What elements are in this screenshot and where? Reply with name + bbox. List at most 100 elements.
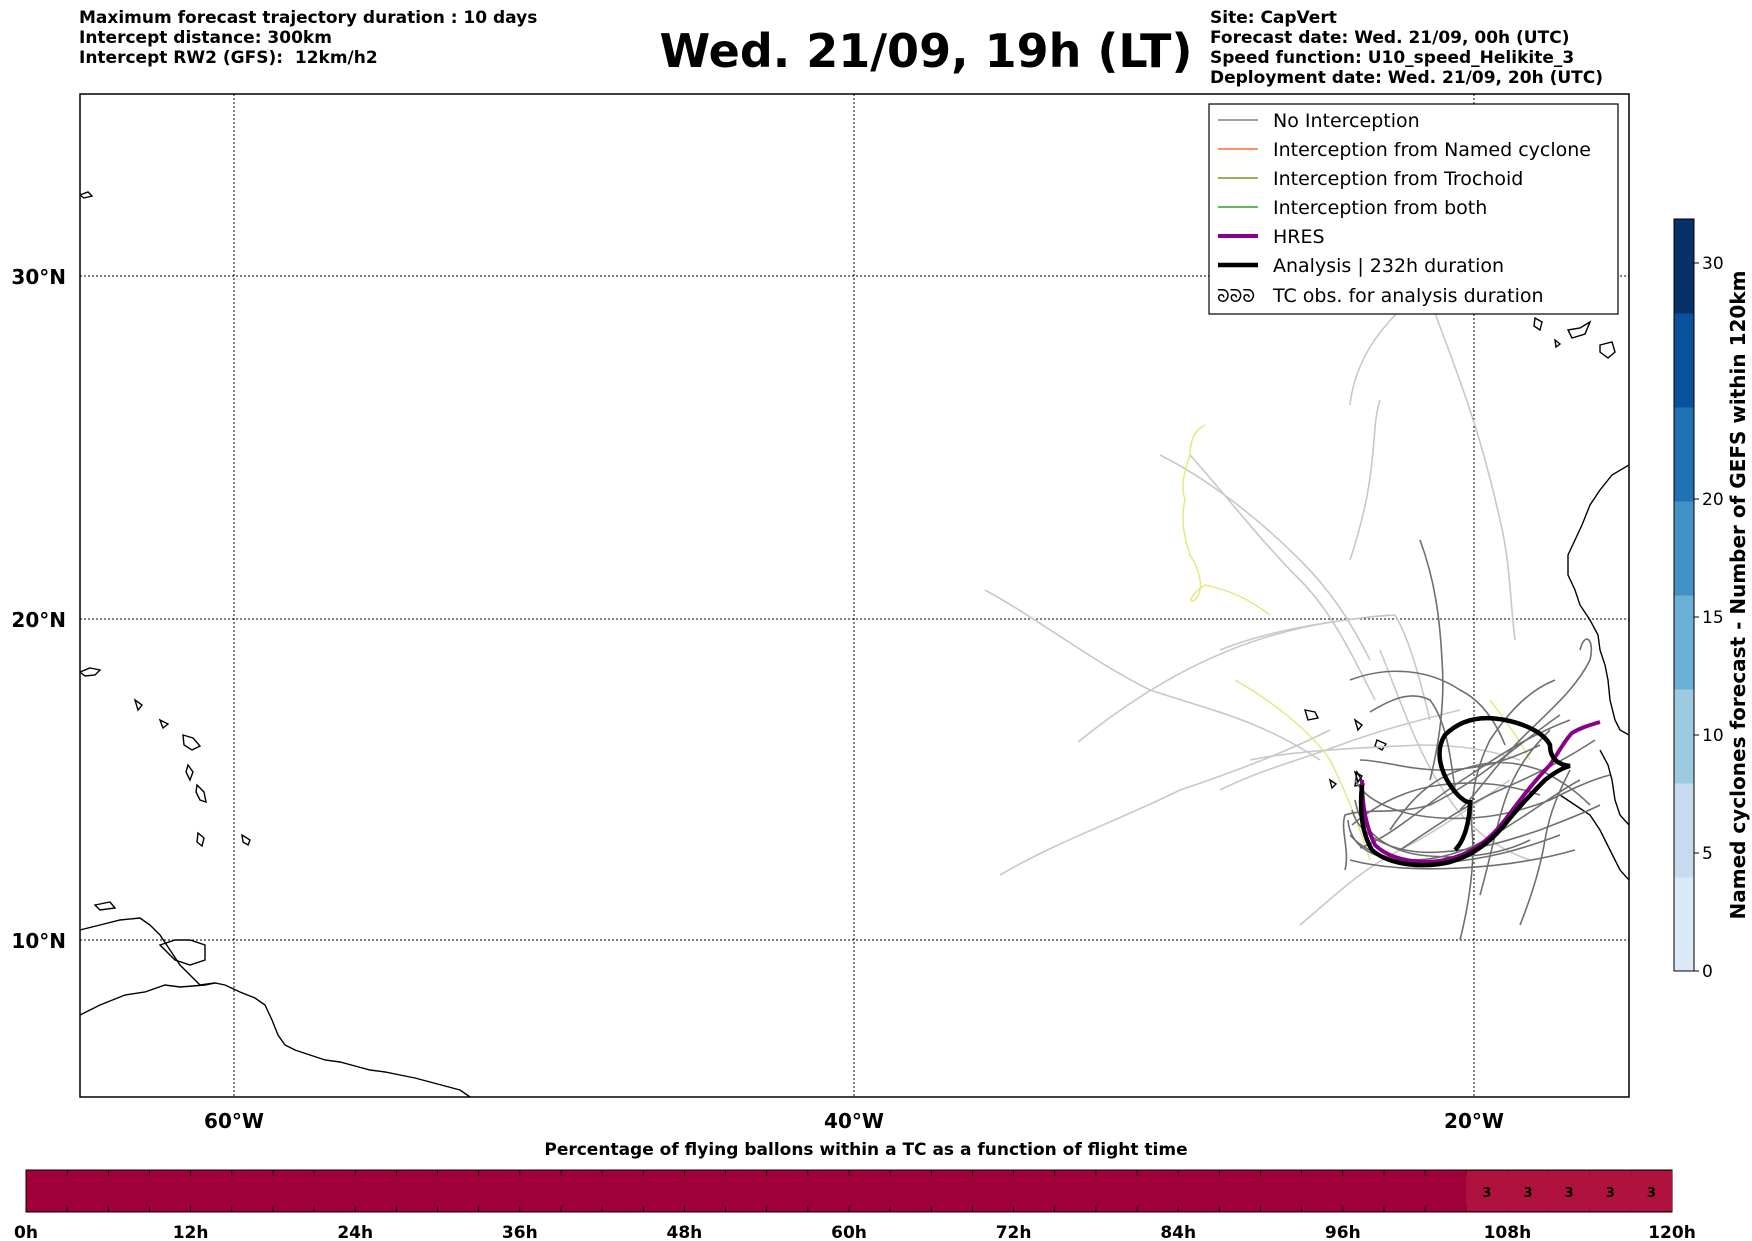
track-light-12 bbox=[1349, 399, 1381, 561]
coast-lesser-antilles-5 bbox=[196, 831, 205, 848]
track-light-2 bbox=[999, 729, 1331, 876]
trajectories-no-interception bbox=[1342, 539, 1611, 941]
track-light-10 bbox=[1219, 709, 1461, 791]
lat-label-10: 10°N bbox=[11, 929, 66, 953]
flight-time-bar-tick-labels: 0h 12h 24h 36h 48h 60h 72h 84h 96h 108h 120h bbox=[14, 1223, 1696, 1241]
lat-labels: 30°N 20°N 10°N bbox=[11, 265, 66, 953]
trajectories-light bbox=[984, 299, 1531, 926]
coast-south-america bbox=[80, 982, 471, 1097]
coast-bahamas bbox=[80, 191, 94, 199]
bar-tick-label: 96h bbox=[1325, 1223, 1361, 1241]
legend: No Interception Interception from Named … bbox=[1208, 103, 1619, 315]
coast-lesser-antilles-4 bbox=[195, 783, 207, 804]
legend-box bbox=[1208, 103, 1619, 315]
flight-time-bar-base bbox=[25, 1169, 1673, 1213]
legend-label-tc-obs: TC obs. for analysis duration bbox=[1272, 285, 1544, 307]
track-yellow-2 bbox=[1234, 679, 1371, 861]
legend-swatch-tc-obs-icon: ᘐᘐᘐ bbox=[1217, 286, 1255, 307]
lon-label-40: 40°W bbox=[824, 1109, 884, 1133]
bar-tick-label: 48h bbox=[667, 1223, 703, 1241]
track-light-6 bbox=[1219, 614, 1431, 721]
track-gray-13 bbox=[1349, 670, 1506, 746]
map-frame bbox=[79, 93, 1630, 1098]
coast-cape-verde-3 bbox=[1374, 739, 1388, 751]
bar-tick-label: 108h bbox=[1484, 1223, 1532, 1241]
colorbar-cells bbox=[1674, 219, 1694, 972]
track-light-8 bbox=[1349, 309, 1401, 406]
lat-label-30: 30°N bbox=[11, 265, 66, 289]
coast-canary-2 bbox=[1566, 320, 1592, 339]
header-line-speed-function: Speed function: U10_speed_Helikite_3 bbox=[1210, 48, 1575, 68]
graticule bbox=[80, 94, 1629, 1097]
track-hres bbox=[1360, 720, 1601, 864]
colorbar-tick-label-15: 15 bbox=[1702, 608, 1724, 628]
track-gray-10 bbox=[1519, 769, 1571, 926]
colorbar-tick-label-10: 10 bbox=[1702, 726, 1724, 746]
bar-tick-label: 36h bbox=[502, 1223, 538, 1241]
coast-lesser-antilles-1 bbox=[80, 667, 102, 677]
coast-cape-verde-5 bbox=[1354, 769, 1366, 787]
track-gray-17 bbox=[1359, 719, 1571, 849]
track-gray-7 bbox=[1354, 774, 1611, 820]
track-gray-19 bbox=[1369, 695, 1456, 791]
legend-label-hres: HRES bbox=[1273, 226, 1325, 248]
colorbar-cell bbox=[1674, 407, 1694, 502]
colorbar-cell bbox=[1674, 501, 1694, 596]
colorbar-cell bbox=[1674, 689, 1694, 784]
track-gray-14 bbox=[1399, 739, 1596, 851]
track-gray-18 bbox=[1351, 782, 1541, 826]
track-light-11 bbox=[1249, 744, 1521, 761]
bar-cell bbox=[1630, 1171, 1672, 1211]
header-line-deployment-date: Deployment date: Wed. 21/09, 20h (UTC) bbox=[1210, 68, 1604, 88]
flight-time-bar-title: Percentage of flying ballons within a TC… bbox=[544, 1140, 1187, 1160]
trajectories-yellow bbox=[1182, 424, 1531, 861]
track-yellow-1 bbox=[1182, 424, 1271, 616]
track-gray-16 bbox=[1479, 729, 1551, 896]
header-info-left: Maximum forecast trajectory duration : 1… bbox=[79, 8, 537, 68]
legend-label-trochoid: Interception from Trochoid bbox=[1273, 168, 1523, 190]
header-line-rw2: Intercept RW2 (GFS): 12km/h2 bbox=[79, 48, 378, 68]
colorbar-cell bbox=[1674, 219, 1694, 314]
bar-tick-label: 60h bbox=[831, 1223, 867, 1241]
coast-lesser-antilles-3 bbox=[185, 763, 194, 782]
track-light-5 bbox=[1189, 454, 1376, 701]
coast-trinidad bbox=[158, 939, 206, 966]
bar-cell bbox=[1548, 1171, 1590, 1211]
coast-cape-verde-1 bbox=[1303, 709, 1320, 721]
bar-cell-value: 3 bbox=[1647, 1186, 1656, 1201]
track-gray-9 bbox=[1459, 679, 1556, 941]
header-info-right: Site: CapVert Forecast date: Wed. 21/09,… bbox=[1210, 8, 1603, 88]
track-gray-12 bbox=[1419, 539, 1444, 781]
bar-cell bbox=[1466, 1171, 1508, 1211]
bar-tick-label: 0h bbox=[14, 1223, 38, 1241]
coast-cape-verde-2 bbox=[1353, 718, 1364, 732]
flight-time-bar-cells: 3 3 3 3 3 bbox=[1466, 1171, 1672, 1211]
colorbar: 0 5 10 15 20 30 Named cyclones forecast … bbox=[1673, 218, 1750, 982]
legend-label-both: Interception from both bbox=[1273, 197, 1487, 219]
flight-time-bar: Percentage of flying ballons within a TC… bbox=[14, 1140, 1696, 1241]
page-title: Wed. 21/09, 19h (LT) bbox=[0, 24, 1752, 78]
bar-cell-value: 3 bbox=[1606, 1186, 1615, 1201]
track-gray-11 bbox=[1459, 638, 1593, 811]
bar-tick-label: 84h bbox=[1160, 1223, 1196, 1241]
coast-lesser-antilles-2 bbox=[182, 734, 202, 751]
legend-label-analysis: Analysis | 232h duration bbox=[1273, 255, 1504, 277]
track-yellow-3 bbox=[1489, 699, 1531, 761]
header-line-duration: Maximum forecast trajectory duration : 1… bbox=[79, 8, 538, 28]
coast-lesser-antilles-6 bbox=[241, 833, 251, 847]
colorbar-tick-label-0: 0 bbox=[1702, 962, 1713, 982]
bar-tick-label: 72h bbox=[996, 1223, 1032, 1241]
coast-lesser-antilles-8 bbox=[158, 718, 170, 730]
coast-lesser-antilles-7 bbox=[133, 698, 144, 712]
header-line-forecast-date: Forecast date: Wed. 21/09, 00h (UTC) bbox=[1210, 28, 1570, 48]
coast-venezuela-east bbox=[80, 917, 216, 986]
legend-label-named-cyclone: Interception from Named cyclone bbox=[1273, 139, 1591, 161]
track-light-4 bbox=[1159, 454, 1371, 661]
colorbar-cell bbox=[1674, 877, 1694, 972]
lon-label-20: 20°W bbox=[1444, 1109, 1504, 1133]
header-line-site: Site: CapVert bbox=[1210, 8, 1337, 28]
track-gray-2 bbox=[1347, 779, 1581, 861]
bar-tick-label: 12h bbox=[173, 1223, 209, 1241]
colorbar-ticks: 0 5 10 15 20 30 bbox=[1694, 254, 1724, 982]
